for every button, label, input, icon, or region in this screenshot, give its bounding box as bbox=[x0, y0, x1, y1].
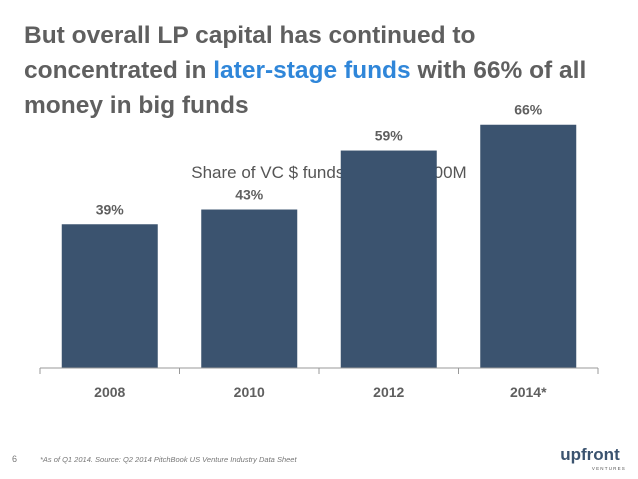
slide-title: But overall LP capital has continued to … bbox=[24, 18, 624, 123]
x-tick-label: 2012 bbox=[373, 384, 404, 400]
page-number: 6 bbox=[12, 454, 18, 464]
slide-title-part1: But overall LP capital has continued to … bbox=[24, 22, 476, 84]
bar-2012 bbox=[340, 150, 437, 368]
data-label: 66% bbox=[514, 102, 543, 118]
bar-2010 bbox=[201, 209, 298, 368]
x-tick-label: 2008 bbox=[94, 384, 125, 400]
bar-2014 bbox=[480, 124, 577, 368]
slide-title-part2: with 66% of all money in big funds bbox=[24, 57, 587, 119]
logo-subtext: VENTURES bbox=[592, 466, 626, 471]
slide-title-highlight: later-stage funds bbox=[213, 57, 411, 84]
data-label: 43% bbox=[235, 187, 264, 203]
source-footnote: *As of Q1 2014. Source: Q2 2014 PitchBoo… bbox=[40, 455, 297, 464]
x-tick-label: 2014* bbox=[510, 384, 547, 400]
slide-footer: 6 *As of Q1 2014. Source: Q2 2014 PitchB… bbox=[8, 445, 638, 472]
upfront-logo: upfront VENTURES bbox=[560, 445, 626, 471]
data-label: 59% bbox=[375, 128, 404, 144]
bar-2008 bbox=[61, 224, 158, 368]
data-label: 39% bbox=[96, 201, 125, 217]
logo-wordmark: upfront bbox=[560, 445, 620, 464]
x-tick-label: 2010 bbox=[234, 384, 265, 400]
